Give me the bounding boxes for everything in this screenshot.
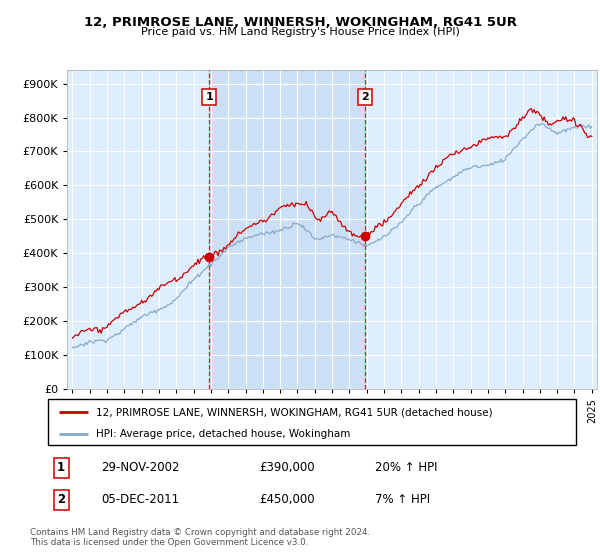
Text: 12, PRIMROSE LANE, WINNERSH, WOKINGHAM, RG41 5UR: 12, PRIMROSE LANE, WINNERSH, WOKINGHAM, … bbox=[83, 16, 517, 29]
Text: 05-DEC-2011: 05-DEC-2011 bbox=[101, 493, 179, 506]
Text: 29-NOV-2002: 29-NOV-2002 bbox=[101, 461, 179, 474]
Text: 20% ↑ HPI: 20% ↑ HPI bbox=[376, 461, 438, 474]
Text: HPI: Average price, detached house, Wokingham: HPI: Average price, detached house, Woki… bbox=[95, 429, 350, 438]
Text: 1: 1 bbox=[205, 92, 213, 102]
Text: 12, PRIMROSE LANE, WINNERSH, WOKINGHAM, RG41 5UR (detached house): 12, PRIMROSE LANE, WINNERSH, WOKINGHAM, … bbox=[95, 407, 492, 417]
Text: Price paid vs. HM Land Registry's House Price Index (HPI): Price paid vs. HM Land Registry's House … bbox=[140, 27, 460, 37]
Text: 7% ↑ HPI: 7% ↑ HPI bbox=[376, 493, 430, 506]
Bar bbox=[209, 70, 365, 389]
Text: 2: 2 bbox=[57, 493, 65, 506]
Text: £450,000: £450,000 bbox=[259, 493, 315, 506]
Text: £390,000: £390,000 bbox=[259, 461, 315, 474]
Text: 2: 2 bbox=[361, 92, 369, 102]
Text: Contains HM Land Registry data © Crown copyright and database right 2024.
This d: Contains HM Land Registry data © Crown c… bbox=[30, 528, 370, 547]
Text: 1: 1 bbox=[57, 461, 65, 474]
